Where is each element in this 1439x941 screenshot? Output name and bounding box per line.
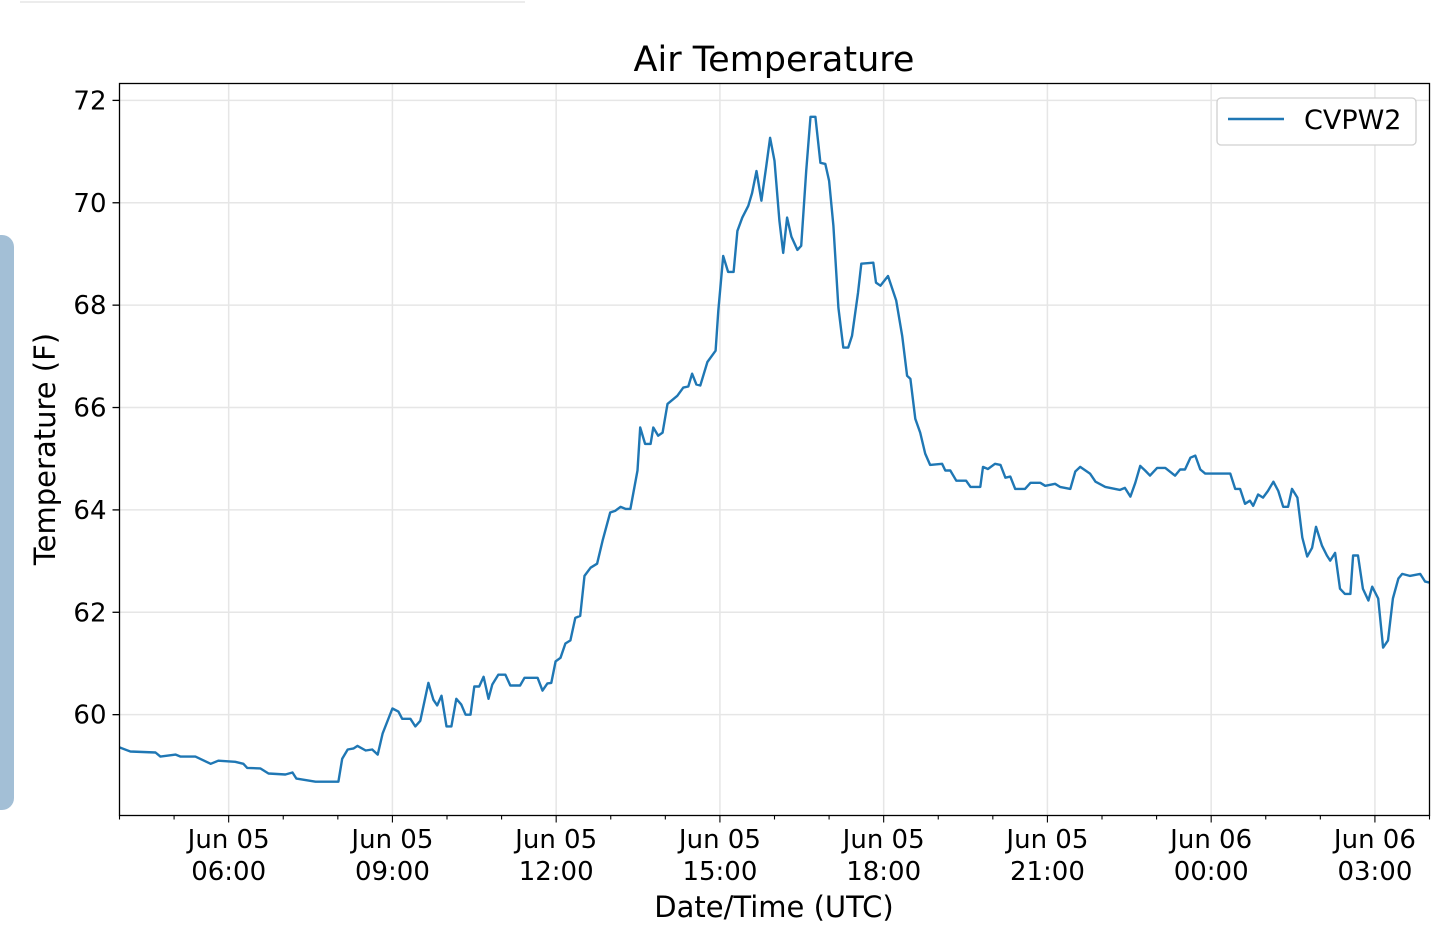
series-line-cvpw2 bbox=[119, 115, 1430, 783]
side-panel-tab[interactable] bbox=[0, 235, 14, 810]
y-axis-label: Temperature (F) bbox=[28, 333, 62, 566]
legend-label: CVPW2 bbox=[1304, 105, 1401, 136]
x-tick-label-date: Jun 05 bbox=[677, 825, 761, 855]
x-tick-label-date: Jun 05 bbox=[349, 825, 433, 855]
x-tick-label-time: 15:00 bbox=[682, 857, 757, 887]
grid-lines bbox=[119, 83, 1430, 816]
y-tick-label: 70 bbox=[73, 189, 106, 219]
x-tick-label-date: Jun 06 bbox=[1168, 825, 1252, 855]
legend-box bbox=[1216, 97, 1417, 146]
y-tick-label: 72 bbox=[73, 86, 106, 116]
x-tick-label-date: Jun 05 bbox=[513, 825, 597, 855]
x-tick-label-time: 21:00 bbox=[1010, 857, 1085, 887]
y-tick-label: 62 bbox=[73, 598, 106, 628]
x-tick-label-time: 18:00 bbox=[846, 857, 921, 887]
x-tick-label-time: 12:00 bbox=[519, 857, 594, 887]
x-tick-label-time: 03:00 bbox=[1337, 857, 1412, 887]
y-tick-label: 66 bbox=[73, 394, 106, 424]
x-tick-label-date: Jun 05 bbox=[186, 825, 270, 855]
x-tick-label-date: Jun 05 bbox=[1004, 825, 1088, 855]
x-tick-label-date: Jun 06 bbox=[1332, 825, 1416, 855]
x-tick-label-time: 00:00 bbox=[1174, 857, 1249, 887]
x-tick-label-date: Jun 05 bbox=[841, 825, 925, 855]
plot-frame bbox=[118, 82, 1431, 817]
y-tick-label: 64 bbox=[73, 496, 106, 526]
legend[interactable]: CVPW2 bbox=[1216, 97, 1417, 146]
x-axis-label: Date/Time (UTC) bbox=[654, 890, 893, 924]
top-divider bbox=[20, 1, 525, 3]
y-tick-label: 68 bbox=[73, 291, 106, 321]
chart-title: Air Temperature bbox=[634, 40, 915, 80]
series-layer bbox=[119, 115, 1430, 783]
x-tick-label-time: 06:00 bbox=[191, 857, 266, 887]
y-tick-label: 60 bbox=[73, 701, 106, 731]
x-tick-label-time: 09:00 bbox=[355, 857, 430, 887]
